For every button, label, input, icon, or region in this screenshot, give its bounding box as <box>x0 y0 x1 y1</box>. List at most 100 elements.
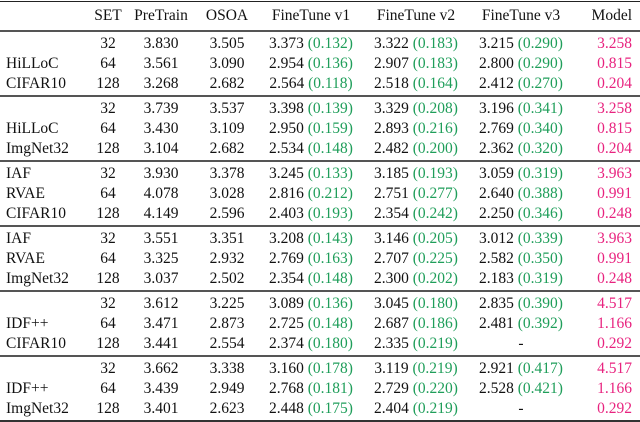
finetune-v1-cell: 2.534 (0.148) <box>258 139 364 161</box>
gain-value: (0.208) <box>412 100 458 117</box>
pretrain-cell: 3.739 <box>143 100 179 117</box>
finetune-v1-cell: 3.089 (0.136) <box>258 291 364 314</box>
set-cell: 64 <box>100 315 116 332</box>
model-value: 3.258 <box>597 100 632 117</box>
row-label: ImgNet32 <box>6 270 69 287</box>
table-row: RVAE 64 4.078 3.028 2.816 (0.212) 2.751 (0.27… <box>0 184 640 204</box>
finetune-v1-cell: 2.950 (0.159) <box>258 119 364 139</box>
finetune-v1-cell: 3.160 (0.178) <box>258 356 364 379</box>
osoa-cell: 3.090 <box>209 55 245 72</box>
value: 3.059 <box>479 165 514 182</box>
row-label: CIFAR10 <box>6 75 67 92</box>
model-cell: 3.258 <box>574 96 640 119</box>
pretrain-cell: 3.104 <box>143 140 179 157</box>
osoa-cell: 2.502 <box>209 270 245 287</box>
gain-value: (0.350) <box>517 250 563 267</box>
pretrain-cell: 3.037 <box>143 270 179 287</box>
finetune-v3-cell: 2.412 (0.270) <box>468 74 574 96</box>
model-value: 0.204 <box>597 140 632 157</box>
finetune-v2-cell: 2.707 (0.225) <box>364 249 468 269</box>
set-cell: 64 <box>100 120 116 137</box>
gain-value: (0.417) <box>517 360 563 377</box>
value: 2.725 <box>269 315 304 332</box>
pretrain-cell: 3.441 <box>143 335 179 352</box>
model-value: 0.991 <box>597 185 632 202</box>
header-finetune-v3: FineTune v3 <box>481 7 561 24</box>
finetune-v1-cell: 3.245 (0.133) <box>258 161 364 184</box>
osoa-cell: 3.537 <box>209 100 245 117</box>
model-cell: 0.292 <box>574 334 640 356</box>
value: 2.751 <box>374 185 409 202</box>
gain-value: (0.180) <box>307 335 353 352</box>
finetune-v2-cell: 2.482 (0.200) <box>364 139 468 161</box>
value: 3.322 <box>374 35 409 52</box>
gain-value: (0.132) <box>307 35 353 52</box>
row-label: HiLLoC <box>6 120 59 137</box>
row-label: CIFAR10 <box>6 205 67 222</box>
value: 2.448 <box>269 400 304 417</box>
value: 2.250 <box>479 205 514 222</box>
finetune-v3-cell: 3.059 (0.319) <box>468 161 574 184</box>
finetune-v3-cell: 2.481 (0.392) <box>468 314 574 334</box>
gain-value: (0.290) <box>517 55 563 72</box>
gain-value: (0.339) <box>517 230 563 247</box>
value: 2.518 <box>374 75 409 92</box>
finetune-v3-cell: 2.250 (0.346) <box>468 204 574 226</box>
table-row: ImgNet32 128 3.037 2.502 2.354 (0.148) 2.300 … <box>0 269 640 291</box>
header-pretrain: PreTrain <box>134 7 188 24</box>
row-label: RVAE <box>6 185 45 202</box>
finetune-v3-cell: 2.835 (0.390) <box>468 291 574 314</box>
row-label: RVAE <box>6 250 45 267</box>
osoa-cell: 3.351 <box>209 230 245 247</box>
set-cell: 32 <box>100 100 116 117</box>
gain-value: (0.392) <box>517 315 563 332</box>
gain-value: (0.180) <box>412 295 458 312</box>
finetune-v3-cell: 3.012 (0.339) <box>468 226 574 249</box>
value: 2.640 <box>479 185 514 202</box>
gain-value: (0.200) <box>412 140 458 157</box>
model-cell: 0.248 <box>574 269 640 291</box>
row-label: ImgNet32 <box>6 140 69 157</box>
gain-value: (0.175) <box>307 400 353 417</box>
gain-value: (0.178) <box>307 360 353 377</box>
table-row: CIFAR10 128 3.441 2.554 2.374 (0.180) 2.335 (… <box>0 334 640 356</box>
set-cell: 64 <box>100 55 116 72</box>
gain-value: (0.163) <box>307 250 353 267</box>
row-label: HiLLoC <box>6 55 59 72</box>
pretrain-cell: 3.930 <box>143 165 179 182</box>
value: 2.404 <box>374 400 409 417</box>
value: 2.412 <box>479 75 514 92</box>
model-cell: 1.166 <box>574 379 640 399</box>
osoa-cell: 2.554 <box>209 335 245 352</box>
value: 3.215 <box>479 35 514 52</box>
pretrain-cell: 3.612 <box>143 295 179 312</box>
value: 2.835 <box>479 295 514 312</box>
table-row: CIFAR10 128 3.268 2.682 2.564 (0.118) 2.518 (… <box>0 74 640 96</box>
value: 2.300 <box>374 270 409 287</box>
gain-value: (0.148) <box>307 270 353 287</box>
model-cell: 0.204 <box>574 74 640 96</box>
table-group: IAF 32 3.930 3.378 3.245 (0.133) 3.185 (0.193… <box>0 161 640 226</box>
finetune-v3-cell: - <box>468 399 574 421</box>
header-osoa: OSOA <box>205 7 249 24</box>
gain-value: (0.212) <box>307 185 353 202</box>
gain-value: (0.341) <box>517 100 563 117</box>
finetune-v1-cell: 2.564 (0.118) <box>258 74 364 96</box>
gain-value: (0.220) <box>412 380 458 397</box>
value: 2.534 <box>269 140 304 157</box>
finetune-v1-cell: 2.725 (0.148) <box>258 314 364 334</box>
set-cell: 128 <box>96 75 120 92</box>
value: 2.729 <box>374 380 409 397</box>
value: 2.707 <box>374 250 409 267</box>
row-label: CIFAR10 <box>6 335 67 352</box>
osoa-cell: 2.949 <box>209 380 245 397</box>
finetune-v1-cell: 2.769 (0.163) <box>258 249 364 269</box>
gain-value: (0.148) <box>307 315 353 332</box>
gain-value: (0.183) <box>412 35 458 52</box>
osoa-cell: 3.338 <box>209 360 245 377</box>
table-row: IDF++ 64 3.471 2.873 2.725 (0.148) 2.687 (0.1… <box>0 314 640 334</box>
value: 3.089 <box>269 295 304 312</box>
table-row: ImgNet32 128 3.104 2.682 2.534 (0.148) 2.482 … <box>0 139 640 161</box>
value: 3.160 <box>269 360 304 377</box>
value: 2.816 <box>269 185 304 202</box>
